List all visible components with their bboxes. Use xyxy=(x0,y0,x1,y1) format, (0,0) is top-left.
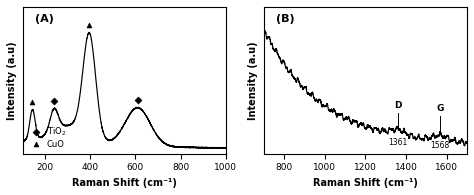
Legend: TiO$_2$, CuO: TiO$_2$, CuO xyxy=(27,125,67,150)
X-axis label: Raman Shift (cm⁻¹): Raman Shift (cm⁻¹) xyxy=(72,178,176,188)
Text: D: D xyxy=(394,101,402,110)
Text: (B): (B) xyxy=(276,14,295,24)
Text: 1568: 1568 xyxy=(430,141,450,150)
Y-axis label: Intensity (a.u): Intensity (a.u) xyxy=(7,41,17,120)
Text: G: G xyxy=(437,104,444,113)
X-axis label: Raman Shift (cm⁻¹): Raman Shift (cm⁻¹) xyxy=(313,178,418,188)
Text: (A): (A) xyxy=(35,14,54,24)
Text: 1361: 1361 xyxy=(389,138,408,147)
Y-axis label: Intensity (a.u): Intensity (a.u) xyxy=(248,41,258,120)
